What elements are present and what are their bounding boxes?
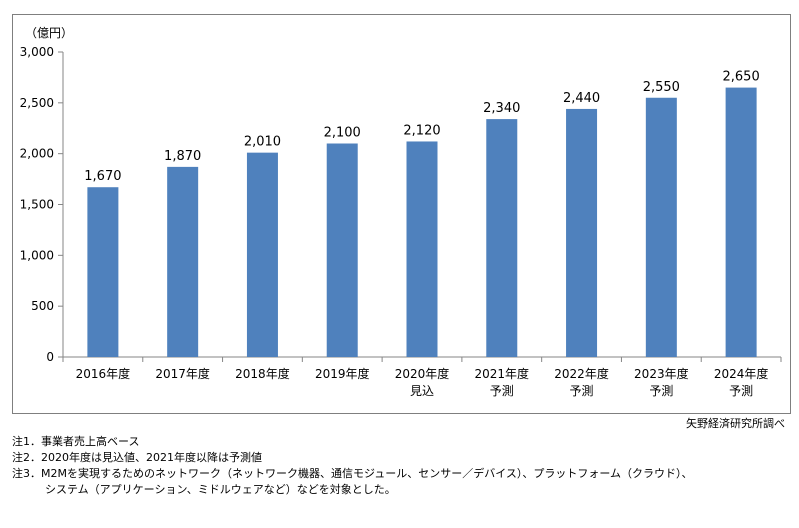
category-label: 2019年度 — [315, 366, 370, 381]
category-label: 予測 — [649, 384, 673, 398]
bar — [326, 143, 358, 357]
category-label: 2024年度 — [714, 366, 769, 381]
data-label: 2,440 — [563, 91, 600, 106]
category-label: 2023年度 — [634, 366, 689, 381]
category-label: 予測 — [490, 384, 514, 398]
note-2: 注2．2020年度は見込値、2021年度以降は予測値 — [12, 451, 262, 464]
category-label: 2017年度 — [155, 366, 210, 381]
data-label: 2,120 — [403, 123, 440, 138]
category-label: 予測 — [729, 384, 753, 398]
y-tick-label: 2,500 — [20, 96, 54, 110]
category-label: 2020年度 — [395, 366, 450, 381]
bar — [406, 141, 438, 357]
y-tick-label: 2,000 — [20, 147, 54, 161]
bar — [566, 108, 598, 357]
source-credit: 矢野経済研究所調べ — [686, 417, 785, 430]
data-label: 2,550 — [643, 80, 680, 95]
bar — [167, 166, 199, 357]
data-label: 2,010 — [244, 135, 281, 150]
category-label: 見込 — [410, 384, 434, 398]
y-tick-label: 3,000 — [20, 45, 54, 59]
category-label: 2021年度 — [475, 366, 530, 381]
y-tick-label: 1,500 — [20, 198, 54, 212]
bar — [87, 187, 119, 357]
bar — [725, 87, 757, 357]
category-label: 2016年度 — [76, 366, 131, 381]
y-tick-label: 1,000 — [20, 248, 54, 262]
note-4: システム（アプリケーション、ミドルウェアなど）などを対象とした。 — [12, 483, 396, 496]
bar — [246, 152, 278, 357]
category-label: 2018年度 — [235, 366, 290, 381]
y-tick-label: 0 — [46, 350, 54, 364]
data-label: 2,650 — [723, 70, 760, 85]
data-label: 2,340 — [483, 101, 520, 116]
bar — [645, 97, 677, 357]
data-label: 2,100 — [324, 126, 361, 141]
category-label: 予測 — [570, 384, 594, 398]
note-3: 注3．M2Mを実現するためのネットワーク（ネットワーク機器、通信モジュール、セン… — [12, 467, 693, 480]
y-tick-label: 500 — [31, 299, 54, 313]
bar-chart: （億円） 0 500 1,000 1,500 2,000 2,500 3,000 1,670 20… — [20, 26, 782, 398]
data-label: 1,670 — [84, 169, 121, 184]
data-label: 1,870 — [164, 149, 201, 164]
y-unit-label: （億円） — [25, 26, 73, 40]
chart-frame: （億円） 0 500 1,000 1,500 2,000 2,500 3,000 1,670 20… — [12, 14, 791, 414]
note-1: 注1．事業者売上高ベース — [12, 435, 140, 448]
notes: 注1．事業者売上高ベース 注2．2020年度は見込値、2021年度以降は予測値 … — [12, 434, 693, 498]
bar — [486, 119, 518, 357]
category-label: 2022年度 — [554, 366, 609, 381]
